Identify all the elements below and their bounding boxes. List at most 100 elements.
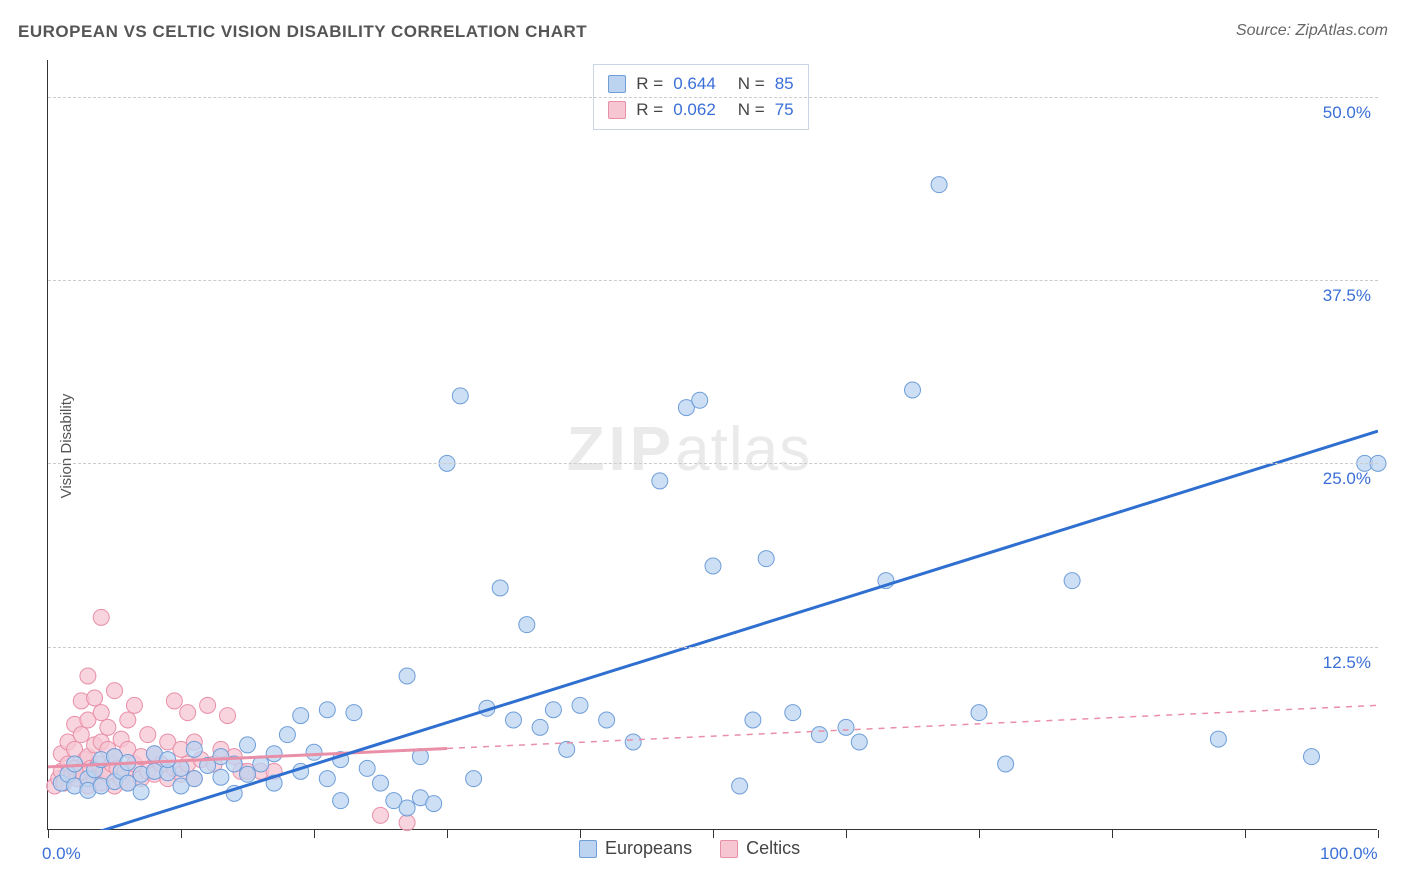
data-point-europeans	[319, 702, 335, 718]
legend-label-europeans: Europeans	[605, 838, 692, 859]
x-tick	[713, 830, 714, 838]
x-tick	[1378, 830, 1379, 838]
data-point-europeans	[519, 617, 535, 633]
swatch-europeans	[579, 840, 597, 858]
x-tick	[1245, 830, 1246, 838]
data-point-europeans	[173, 760, 189, 776]
swatch-celtics	[720, 840, 738, 858]
trend-line-europeans	[48, 431, 1378, 848]
data-point-europeans	[306, 744, 322, 760]
data-point-europeans	[506, 712, 522, 728]
data-point-europeans	[186, 771, 202, 787]
x-tick-label: 0.0%	[42, 844, 81, 864]
data-point-europeans	[599, 712, 615, 728]
y-tick-label: 12.5%	[1323, 653, 1371, 673]
data-point-europeans	[838, 719, 854, 735]
data-point-celtics	[166, 693, 182, 709]
plot-svg	[48, 60, 1378, 830]
swatch-celtics	[608, 101, 626, 119]
source-attribution: Source: ZipAtlas.com	[1236, 22, 1388, 40]
data-point-europeans	[452, 388, 468, 404]
data-point-celtics	[126, 697, 142, 713]
data-point-celtics	[200, 697, 216, 713]
data-point-europeans	[213, 769, 229, 785]
data-point-celtics	[93, 609, 109, 625]
data-point-europeans	[905, 382, 921, 398]
data-point-europeans	[758, 551, 774, 567]
y-tick-label: 50.0%	[1323, 103, 1371, 123]
data-point-europeans	[625, 734, 641, 750]
data-point-celtics	[120, 712, 136, 728]
data-point-europeans	[1210, 731, 1226, 747]
data-point-europeans	[811, 727, 827, 743]
data-point-europeans	[652, 473, 668, 489]
data-point-europeans	[545, 702, 561, 718]
data-point-europeans	[466, 771, 482, 787]
data-point-celtics	[180, 705, 196, 721]
data-point-europeans	[346, 705, 362, 721]
legend-r-ce: 0.062	[673, 100, 716, 120]
y-tick-label: 25.0%	[1323, 469, 1371, 489]
legend-r-eu: 0.644	[673, 74, 716, 94]
data-point-europeans	[732, 778, 748, 794]
x-tick	[979, 830, 980, 838]
data-point-europeans	[186, 741, 202, 757]
data-point-europeans	[359, 760, 375, 776]
data-point-europeans	[133, 784, 149, 800]
data-point-europeans	[532, 719, 548, 735]
data-point-europeans	[373, 775, 389, 791]
x-tick	[846, 830, 847, 838]
legend-r-label: R =	[636, 74, 663, 94]
gridline	[48, 647, 1378, 648]
legend-item-europeans: Europeans	[579, 838, 692, 859]
gridline	[48, 463, 1378, 464]
data-point-europeans	[333, 793, 349, 809]
y-tick-label: 37.5%	[1323, 286, 1371, 306]
legend-row-celtics: R = 0.062 N = 75	[608, 97, 793, 123]
data-point-celtics	[100, 719, 116, 735]
data-point-europeans	[572, 697, 588, 713]
legend-r-label: R =	[636, 100, 663, 120]
swatch-europeans	[608, 75, 626, 93]
data-point-europeans	[266, 746, 282, 762]
data-point-europeans	[931, 177, 947, 193]
data-point-europeans	[399, 668, 415, 684]
data-point-celtics	[80, 668, 96, 684]
data-point-europeans	[240, 766, 256, 782]
x-tick	[580, 830, 581, 838]
legend-n-label: N =	[738, 74, 765, 94]
x-tick	[1112, 830, 1113, 838]
data-point-europeans	[293, 708, 309, 724]
data-point-europeans	[319, 771, 335, 787]
data-point-europeans	[692, 392, 708, 408]
data-point-celtics	[373, 807, 389, 823]
x-tick	[314, 830, 315, 838]
legend-label-celtics: Celtics	[746, 838, 800, 859]
legend-row-europeans: R = 0.644 N = 85	[608, 71, 793, 97]
data-point-celtics	[140, 727, 156, 743]
legend-n-label: N =	[738, 100, 765, 120]
data-point-europeans	[492, 580, 508, 596]
legend-n-eu: 85	[775, 74, 794, 94]
data-point-europeans	[998, 756, 1014, 772]
trend-line-celtics-dashed	[447, 705, 1378, 748]
legend-item-celtics: Celtics	[720, 838, 800, 859]
x-tick-label: 100.0%	[1320, 844, 1378, 864]
data-point-europeans	[1064, 573, 1080, 589]
chart-title: EUROPEAN VS CELTIC VISION DISABILITY COR…	[18, 22, 587, 42]
x-tick	[181, 830, 182, 838]
x-tick	[447, 830, 448, 838]
scatter-plot-area: ZIPatlas R = 0.644 N = 85 R = 0.062 N = …	[47, 60, 1377, 830]
data-point-europeans	[705, 558, 721, 574]
data-point-europeans	[240, 737, 256, 753]
series-legend: Europeans Celtics	[579, 838, 800, 859]
data-point-europeans	[559, 741, 575, 757]
data-point-celtics	[87, 690, 103, 706]
gridline	[48, 280, 1378, 281]
data-point-europeans	[279, 727, 295, 743]
x-tick	[48, 830, 49, 838]
data-point-europeans	[851, 734, 867, 750]
data-point-celtics	[399, 815, 415, 831]
data-point-celtics	[107, 683, 123, 699]
data-point-celtics	[93, 705, 109, 721]
